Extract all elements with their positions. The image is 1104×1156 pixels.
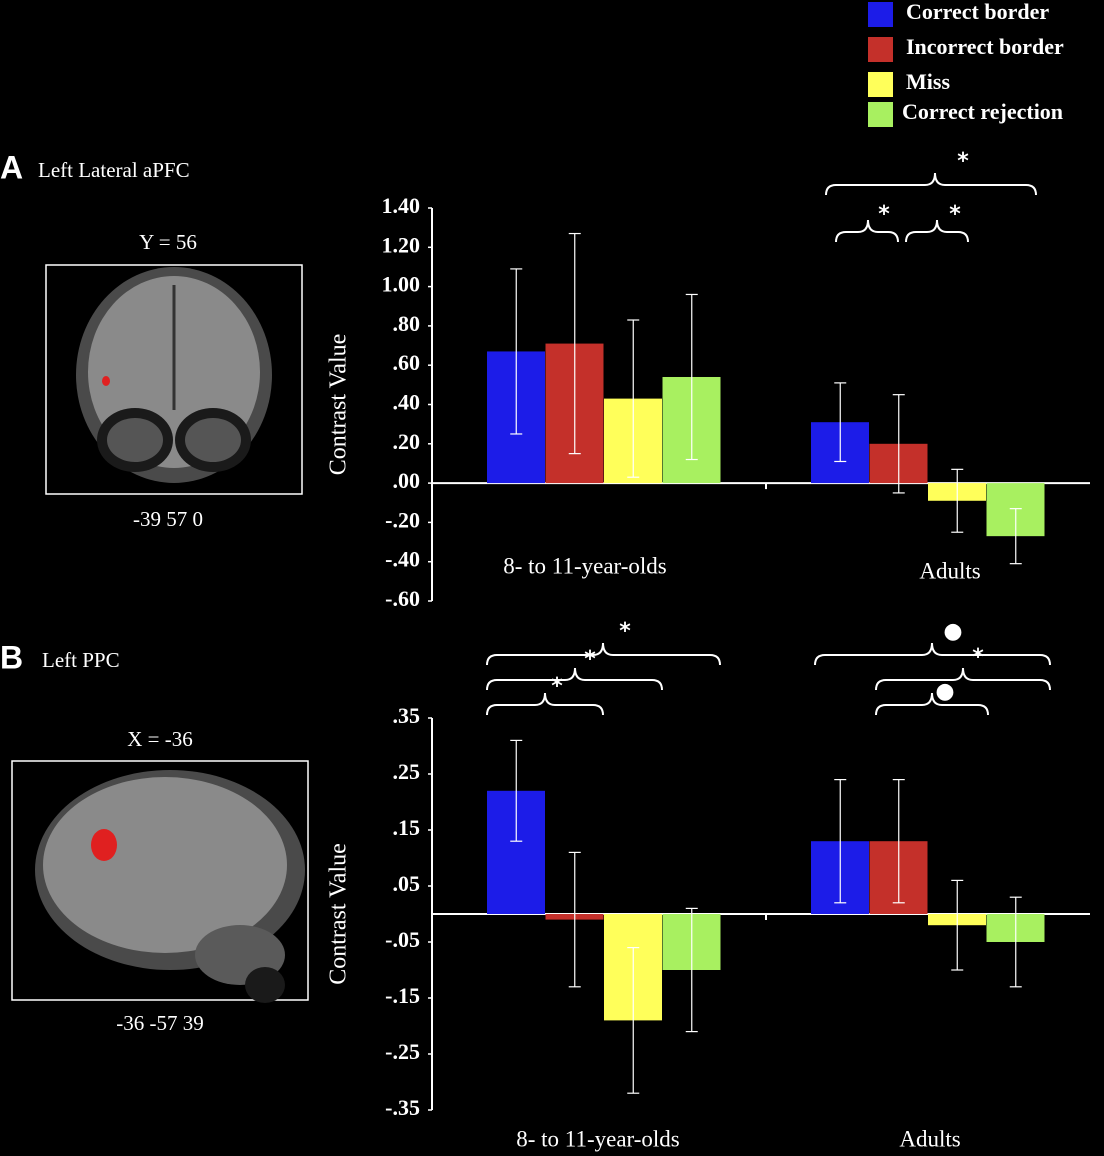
x-category-label: 8- to 11-year-olds bbox=[503, 553, 667, 578]
y-tick-label: 1.20 bbox=[382, 232, 421, 257]
y-tick-label: .80 bbox=[393, 311, 421, 336]
y-tick-label: -.15 bbox=[385, 983, 420, 1008]
y-tick-label: .15 bbox=[393, 815, 421, 840]
y-tick-label: 1.40 bbox=[382, 193, 421, 218]
y-tick-label: .25 bbox=[393, 759, 421, 784]
error-bar bbox=[510, 739, 523, 842]
panel-letter: B bbox=[0, 639, 23, 675]
y-tick-label: .20 bbox=[393, 429, 421, 454]
y-tick-label: .00 bbox=[393, 468, 421, 493]
y-tick-label: -.20 bbox=[385, 507, 420, 532]
significance-marker: * bbox=[551, 674, 563, 699]
y-tick-label: 1.00 bbox=[382, 272, 421, 297]
error-bar bbox=[685, 907, 698, 1033]
y-axis-label: Contrast Value bbox=[326, 334, 352, 476]
significance-brace bbox=[905, 219, 969, 243]
panel-title: Left PPC bbox=[42, 648, 120, 672]
y-tick-label: -.35 bbox=[385, 1095, 420, 1120]
significance-brace bbox=[486, 692, 604, 716]
significance-marker: ● bbox=[935, 679, 954, 704]
legend-swatch bbox=[868, 2, 893, 27]
legend-label: Correct rejection bbox=[902, 99, 1063, 124]
significance-brace bbox=[875, 667, 1051, 691]
image-coords: -39 57 0 bbox=[133, 507, 203, 531]
y-tick-label: .05 bbox=[393, 871, 421, 896]
y-tick-label: -.25 bbox=[385, 1039, 420, 1064]
error-bar bbox=[627, 319, 640, 478]
error-bar bbox=[834, 382, 847, 463]
error-bar bbox=[951, 468, 964, 533]
legend-label: Correct border bbox=[906, 0, 1049, 24]
image-label: X = -36 bbox=[127, 727, 193, 751]
error-bar bbox=[510, 268, 523, 435]
brain-image-a bbox=[45, 264, 303, 495]
brain-image-b bbox=[11, 760, 309, 1003]
y-tick-label: .40 bbox=[393, 390, 421, 415]
y-tick-label: .35 bbox=[393, 703, 421, 728]
significance-brace bbox=[486, 642, 721, 666]
significance-marker: ● bbox=[943, 619, 962, 644]
x-category-label: Adults bbox=[899, 1126, 960, 1151]
x-category-label: Adults bbox=[919, 558, 980, 583]
error-bar bbox=[1009, 896, 1022, 988]
significance-brace bbox=[835, 219, 899, 243]
error-bar bbox=[685, 293, 698, 461]
y-axis-label: Contrast Value bbox=[326, 843, 352, 985]
significance-brace bbox=[486, 667, 663, 691]
y-tick-label: -.60 bbox=[385, 586, 420, 611]
error-bar bbox=[568, 851, 581, 988]
error-bar bbox=[892, 394, 905, 494]
y-tick-label: -.05 bbox=[385, 927, 420, 952]
panel-title: Left Lateral aPFC bbox=[38, 158, 190, 182]
error-bar bbox=[568, 232, 581, 455]
error-bar bbox=[627, 946, 640, 1094]
significance-marker: * bbox=[949, 202, 961, 227]
error-bar bbox=[892, 778, 905, 904]
significance-marker: * bbox=[957, 149, 969, 174]
legend-label: Incorrect border bbox=[906, 34, 1064, 59]
significance-brace bbox=[825, 172, 1037, 196]
y-tick-label: -.40 bbox=[385, 547, 420, 572]
error-bar bbox=[1009, 508, 1022, 565]
significance-marker: * bbox=[878, 202, 890, 227]
y-tick-label: .60 bbox=[393, 350, 421, 375]
significance-marker: * bbox=[619, 619, 631, 644]
panel-letter: A bbox=[0, 149, 23, 185]
significance-brace bbox=[814, 642, 1051, 666]
significance-marker: * bbox=[972, 645, 984, 670]
x-category-label: 8- to 11-year-olds bbox=[516, 1126, 680, 1151]
error-bar bbox=[951, 879, 964, 971]
image-label: Y = 56 bbox=[139, 230, 197, 254]
error-bar bbox=[834, 778, 847, 904]
legend-label: Miss bbox=[906, 69, 950, 94]
legend-swatch bbox=[868, 102, 893, 127]
significance-brace bbox=[875, 692, 989, 716]
legend-swatch bbox=[868, 37, 893, 62]
significance-marker: * bbox=[584, 647, 596, 672]
image-coords: -36 -57 39 bbox=[116, 1011, 204, 1035]
legend-swatch bbox=[868, 72, 893, 97]
